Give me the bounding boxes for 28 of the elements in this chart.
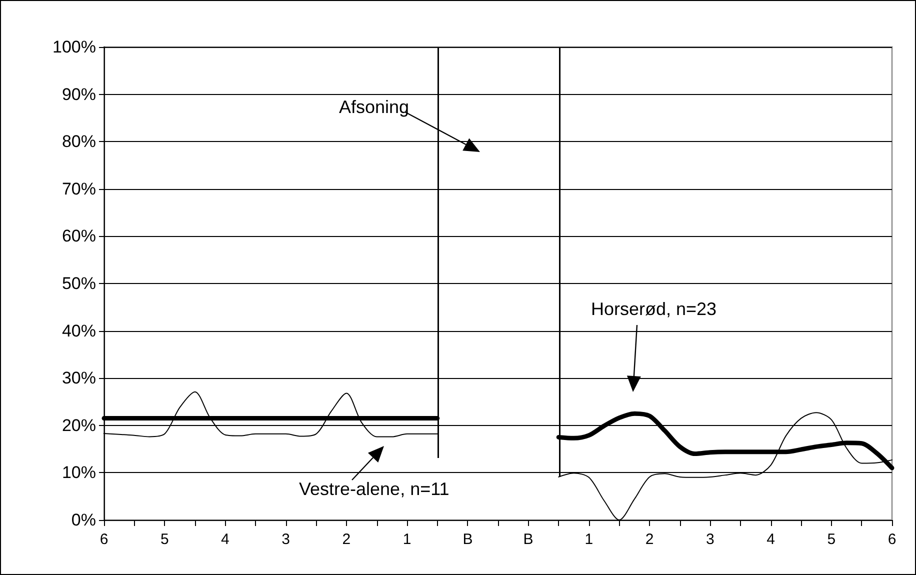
annotation: Afsoning bbox=[339, 97, 410, 117]
y-tick-label: 70% bbox=[62, 179, 96, 198]
y-tick-label: 30% bbox=[62, 368, 96, 388]
y-tick-label: 10% bbox=[62, 463, 96, 482]
x-tick-label: B bbox=[523, 531, 534, 548]
x-tick-label: 5 bbox=[827, 531, 836, 548]
y-tick-label: 20% bbox=[62, 416, 96, 435]
y-tick-label: 50% bbox=[62, 274, 96, 293]
annotation: Horserød, n=23 bbox=[591, 299, 717, 319]
y-tick-label: 0% bbox=[71, 510, 96, 530]
x-tick-label: 4 bbox=[221, 531, 230, 548]
x-tick-label: 2 bbox=[645, 531, 654, 548]
y-tick-label: 80% bbox=[62, 132, 96, 152]
x-tick-label: 2 bbox=[342, 531, 351, 548]
x-tick-label: 3 bbox=[706, 531, 714, 548]
y-tick-label: 90% bbox=[62, 84, 96, 104]
x-tick-label: 1 bbox=[402, 531, 412, 548]
x-tick-label: B bbox=[462, 531, 473, 548]
x-tick-label: 6 bbox=[100, 531, 108, 548]
x-tick-label: 5 bbox=[160, 531, 169, 548]
y-tick-label: 40% bbox=[62, 321, 96, 340]
x-tick-label: 1 bbox=[584, 531, 594, 548]
y-tick-label: 100% bbox=[52, 38, 96, 56]
x-tick-label: 3 bbox=[282, 531, 290, 548]
y-tick-label: 60% bbox=[62, 226, 96, 246]
x-tick-label: 4 bbox=[766, 531, 775, 548]
x-tick-label: 6 bbox=[888, 531, 896, 548]
annotation: Vestre-alene, n=11 bbox=[299, 479, 450, 499]
